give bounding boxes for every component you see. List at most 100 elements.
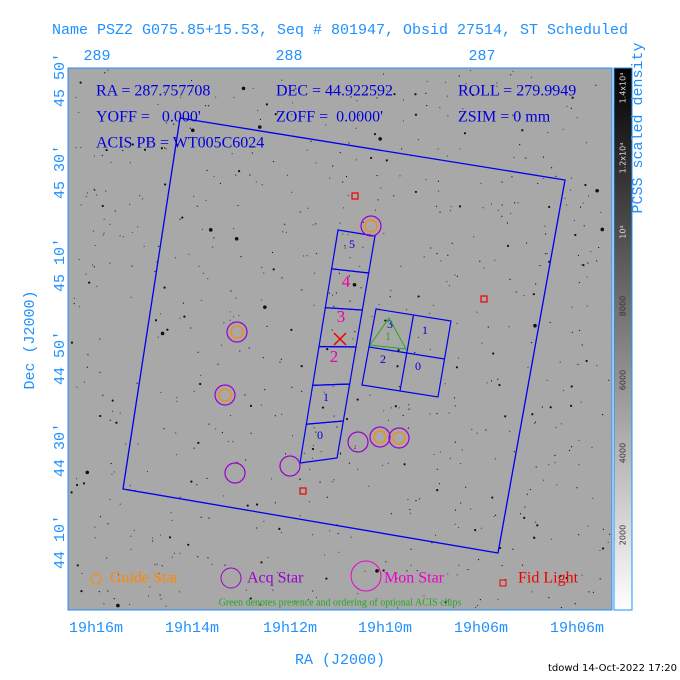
star [151,537,154,539]
star [573,219,576,222]
star [206,169,208,172]
star [414,190,418,194]
star [109,223,111,225]
star [414,351,416,354]
star [486,382,488,384]
star [260,561,263,564]
colorbar [613,67,633,611]
star [440,260,442,262]
star [471,428,473,431]
star [354,447,356,449]
star [480,182,482,184]
star [332,385,334,387]
star [104,72,106,74]
star [383,232,385,234]
footer: tdowd 14-Oct-2022 17:20 [548,663,677,674]
star [357,592,359,595]
star [315,253,318,255]
star [356,398,359,401]
star [458,75,460,77]
star [342,233,344,235]
star [521,564,524,566]
star [342,181,344,183]
star [200,516,202,518]
star [454,405,456,407]
star [504,415,507,418]
star [548,205,551,209]
star [509,278,511,280]
star [206,477,208,480]
star-field [70,69,611,609]
star [549,406,552,409]
star [171,556,173,558]
star [176,396,178,399]
star [490,203,493,205]
top-tick-label: 288 [275,48,302,65]
star [111,410,114,412]
star [193,195,195,197]
star [274,502,277,504]
star [396,607,399,609]
star [595,84,597,86]
star [497,209,499,211]
acq-star [360,215,382,237]
star [384,319,387,322]
star [284,453,287,455]
star [354,445,356,447]
star [229,311,231,313]
y-tick-label: 45 50' [52,53,69,107]
star [179,218,181,220]
star [429,348,431,350]
star [282,231,284,233]
star [362,221,364,223]
star [595,188,599,193]
star [476,311,478,313]
star [458,205,462,208]
star [99,515,102,518]
star [475,606,477,609]
star [246,504,249,507]
legend-fid: Fid Light [518,570,579,587]
star [75,478,78,480]
star [219,144,221,146]
star [277,571,279,574]
star [529,488,531,491]
star [549,321,551,324]
star [345,417,349,421]
star [501,204,503,206]
star [380,187,382,189]
star [265,103,268,106]
star [349,256,351,259]
star [446,95,448,97]
star [203,136,205,138]
star [312,590,314,592]
star [107,590,109,592]
star [75,483,79,487]
star [402,99,405,101]
star [147,595,150,597]
star [111,399,114,402]
star [333,415,335,417]
star [330,88,332,90]
star [544,225,546,227]
star [158,573,160,575]
star [165,122,168,124]
star [234,236,239,241]
star [332,165,334,167]
star [137,226,139,228]
star [335,292,337,294]
star [601,414,604,416]
star [200,374,202,376]
star [570,385,573,388]
guide-star [218,388,232,402]
star [609,533,611,535]
star [306,255,308,257]
star [587,262,589,264]
star [542,156,545,158]
star [266,325,268,328]
star [80,204,82,206]
star [535,283,537,285]
acis-i-chip-label: 3 [387,317,393,331]
star [446,155,448,157]
